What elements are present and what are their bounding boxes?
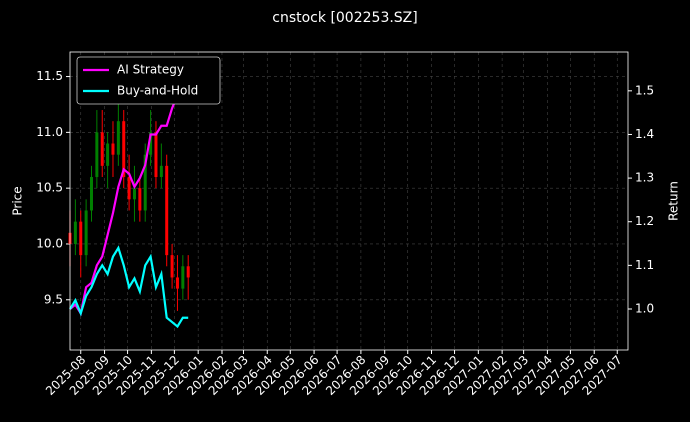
y2-tick-label: 1.3 <box>635 171 654 185</box>
series-line <box>69 72 190 317</box>
candle-body <box>89 177 93 211</box>
chart-title: cnstock [002253.SZ] <box>272 10 417 26</box>
y-tick-label: 9.5 <box>44 292 63 306</box>
plot-frame <box>69 51 629 351</box>
candle-body <box>181 266 185 289</box>
candle-body <box>186 266 190 278</box>
candle-body <box>73 221 77 244</box>
candle-body <box>122 121 126 178</box>
legend-label: Buy-and-Hold <box>117 84 198 98</box>
candle-body <box>84 210 88 256</box>
candle-body <box>143 154 147 211</box>
y-tick-label: 11.0 <box>36 125 63 139</box>
series-line <box>69 245 189 329</box>
candle-body <box>165 165 169 256</box>
candle-body <box>106 143 110 166</box>
legend-box <box>76 56 221 105</box>
y2-tick-label: 1.0 <box>635 301 654 315</box>
y-tick-label: 11.5 <box>36 69 63 83</box>
y2-tick-label: 1.2 <box>635 214 654 228</box>
candle-body <box>79 221 83 256</box>
y-axis-label: Price <box>11 186 25 215</box>
candle-body <box>127 177 131 200</box>
legend-label: AI Strategy <box>117 63 184 77</box>
candle-body <box>170 255 174 278</box>
candle-body <box>95 132 99 178</box>
candle-body <box>154 132 158 178</box>
candle-body <box>100 132 104 166</box>
y-tick-label: 10.0 <box>36 236 63 250</box>
candle-body <box>159 165 163 178</box>
candle-body <box>111 143 115 155</box>
y-tick-label: 10.5 <box>36 181 63 195</box>
candle-body <box>175 277 179 289</box>
y2-axis-label: Return <box>667 181 681 221</box>
candle-body <box>116 121 120 155</box>
candle-body <box>138 188 142 211</box>
y2-tick-label: 1.1 <box>635 258 654 272</box>
y2-tick-label: 1.5 <box>635 83 654 97</box>
candle-body <box>149 132 153 155</box>
candle-body <box>132 188 136 200</box>
y2-tick-label: 1.4 <box>635 127 654 141</box>
